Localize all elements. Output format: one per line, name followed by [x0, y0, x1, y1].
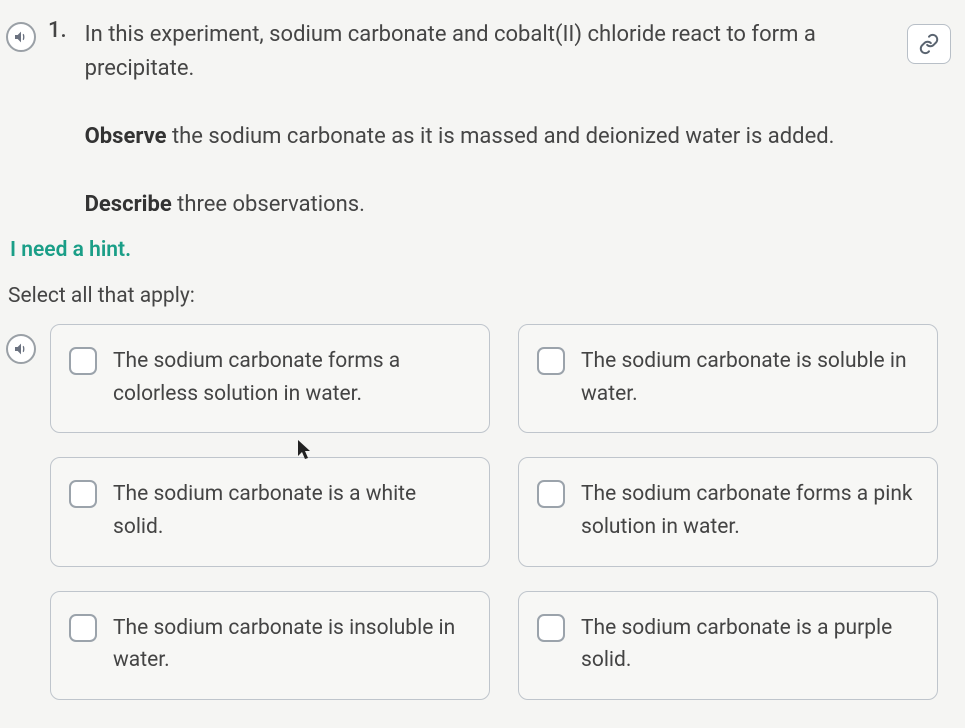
observe-bold: Observe — [85, 124, 167, 149]
option-colorless-solution[interactable]: The sodium carbonate forms a colorless s… — [50, 324, 490, 433]
checkbox[interactable] — [537, 614, 565, 642]
checkbox[interactable] — [537, 347, 565, 375]
option-soluble[interactable]: The sodium carbonate is soluble in water… — [518, 324, 938, 433]
option-label: The sodium carbonate forms a colorless s… — [113, 345, 471, 410]
checkbox[interactable] — [69, 480, 97, 508]
question-text-line1b: precipitate. — [85, 56, 195, 81]
observe-rest: the sodium carbonate as it is massed and… — [166, 124, 834, 149]
checkbox[interactable] — [537, 480, 565, 508]
option-label: The sodium carbonate is soluble in water… — [581, 345, 919, 410]
speaker-icon — [13, 29, 29, 45]
question-body: In this experiment, sodium carbonate and… — [85, 18, 895, 232]
hint-link[interactable]: I need a hint. — [10, 238, 131, 262]
speaker-icon — [13, 341, 29, 357]
question-text-line1a: In this experiment, sodium carbonate and… — [85, 22, 816, 47]
options-grid: The sodium carbonate forms a colorless s… — [50, 324, 951, 699]
option-pink-solution[interactable]: The sodium carbonate forms a pink soluti… — [518, 457, 938, 566]
option-insoluble[interactable]: The sodium carbonate is insoluble in wat… — [50, 591, 490, 700]
option-purple-solid[interactable]: The sodium carbonate is a purple solid. — [518, 591, 938, 700]
describe-rest: three observations. — [172, 192, 365, 217]
describe-bold: Describe — [85, 192, 172, 217]
checkbox[interactable] — [69, 347, 97, 375]
option-white-solid[interactable]: The sodium carbonate is a white solid. — [50, 457, 490, 566]
link-icon — [918, 33, 940, 55]
read-aloud-button[interactable] — [6, 22, 36, 52]
question-number: 1. — [48, 18, 67, 43]
link-button[interactable] — [907, 24, 951, 64]
option-label: The sodium carbonate is insoluble in wat… — [113, 612, 471, 677]
checkbox[interactable] — [69, 614, 97, 642]
option-label: The sodium carbonate is a purple solid. — [581, 612, 919, 677]
select-all-label: Select all that apply: — [8, 284, 951, 308]
option-label: The sodium carbonate is a white solid. — [113, 478, 471, 543]
option-label: The sodium carbonate forms a pink soluti… — [581, 478, 919, 543]
read-options-button[interactable] — [6, 334, 36, 364]
